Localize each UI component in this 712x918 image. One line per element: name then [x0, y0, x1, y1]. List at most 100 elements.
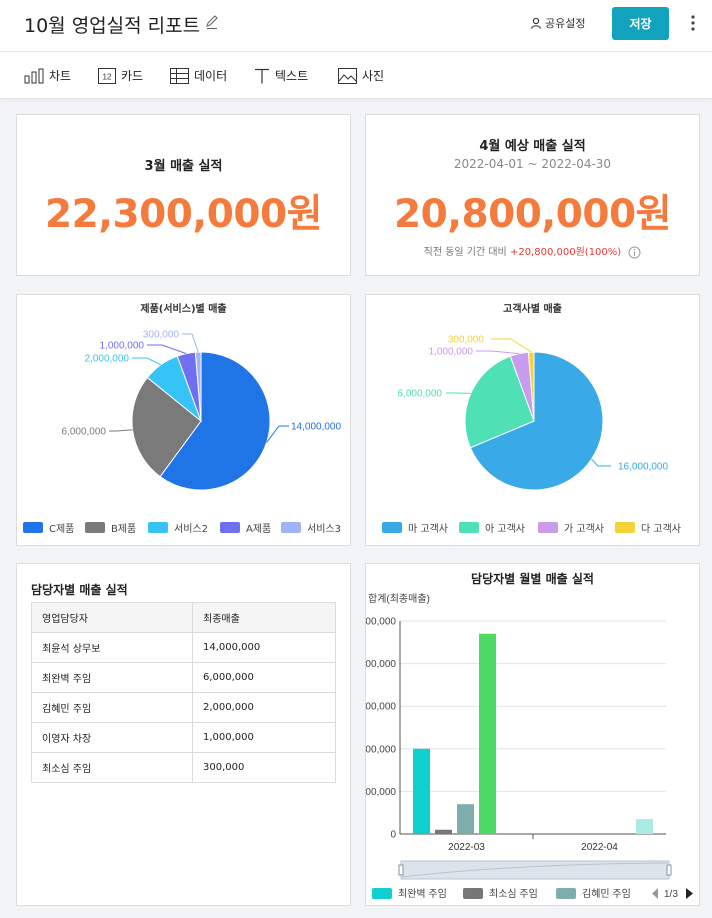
toolbar-photo-label: 사진 [362, 69, 385, 83]
table-row[interactable]: 이영자 차장 1,000,000 [31, 722, 336, 753]
legend-item[interactable]: 가 고객사 [538, 520, 604, 535]
leader-line [591, 458, 611, 467]
sales-value-cell: 14,000,000 [192, 632, 336, 663]
legend-next-icon[interactable] [686, 888, 693, 899]
bar-chart-card-monthly[interactable]: 담당자별 월별 매출 실적 합계(최종매출) ,000,000 ,000,000 ,0… [365, 563, 700, 906]
bar[interactable] [413, 748, 430, 834]
table-card-manager-sales[interactable]: 담당자별 매출 실적 영업담당자 최종매출 최윤석 상무보 14,000,000 최… [16, 563, 351, 906]
toolbar-data[interactable]: 데이터 [170, 67, 227, 84]
kpi-value: 22,300,000원 [44, 192, 323, 237]
legend-item[interactable]: A제품 [220, 520, 271, 535]
legend-swatch[interactable] [372, 888, 392, 899]
data-label: 2,000,000 [85, 354, 130, 365]
leader-line [476, 350, 520, 355]
table-row[interactable]: 최소심 주임 300,000 [31, 752, 336, 783]
pie-slice[interactable] [131, 376, 202, 478]
page-title[interactable]: 10월 영업실적 리포트 [24, 15, 201, 37]
legend-label: 아 고객사 [485, 524, 525, 535]
chart-title: 고객사별 매출 [503, 304, 562, 315]
zoom-handle[interactable] [398, 864, 404, 876]
legend-swatch[interactable] [556, 888, 576, 899]
legend-item[interactable]: 마 고객사 [382, 520, 448, 535]
legend-swatch [23, 522, 43, 533]
zoom-handle[interactable] [666, 864, 672, 876]
legend-swatch [85, 522, 105, 533]
table-row[interactable]: 최윤석 상무보 14,000,000 [31, 632, 336, 663]
pie-chart-card-product[interactable]: 제품(서비스)별 매출 14,000,000 6,000,000 2,000,000… [16, 294, 351, 546]
legend-label: 가 고객사 [564, 524, 604, 535]
legend-prev-icon[interactable] [652, 888, 658, 899]
table-row[interactable]: 김혜민 주임 2,000,000 [31, 692, 336, 723]
toolbar-chart[interactable]: 차트 [24, 67, 71, 84]
legend-item[interactable]: 서비스3 [281, 520, 341, 535]
bar-chart-monthly: 합계(최종매출) ,000,000 ,000,000 ,000,000 ,000,000… [366, 593, 693, 900]
bar[interactable] [435, 829, 452, 834]
save-button[interactable]: 저장 [612, 7, 669, 40]
chart-legend: C제품 B제품 서비스2 A제품 서비스3 [17, 520, 350, 540]
toolbar-data-label: 데이터 [194, 69, 228, 83]
legend-item[interactable]: B제품 [85, 520, 136, 535]
legend-swatch [382, 522, 402, 533]
svg-text:12: 12 [103, 72, 112, 81]
share-label: 공유설정 [545, 17, 586, 30]
bar[interactable] [636, 819, 653, 834]
bar[interactable] [457, 804, 474, 834]
legend-item[interactable]: 아 고객사 [459, 520, 525, 535]
more-options-icon[interactable] [688, 12, 698, 34]
legend-page-indicator: 1/3 [664, 889, 678, 900]
kpi-title: 4월 예상 매출 실적 [479, 139, 586, 154]
toolbar-text-label: 텍스트 [275, 69, 309, 83]
image-icon [338, 67, 357, 84]
toolbar-photo[interactable]: 사진 [338, 67, 384, 84]
edit-pencil-icon[interactable] [205, 14, 219, 30]
info-icon[interactable] [628, 246, 641, 259]
manager-name-cell: 이영자 차장 [31, 722, 193, 753]
legend-label[interactable]: 김혜민 주임 [582, 887, 631, 900]
legend-label[interactable]: 최소심 주임 [489, 887, 538, 900]
legend-swatch [615, 522, 635, 533]
pie-slice[interactable] [194, 351, 202, 422]
pie-chart-card-customer[interactable]: 고객사별 매출 16,000,000 6,000,000 1,000,000 300,… [365, 294, 700, 546]
manager-name-cell: 김혜민 주임 [31, 692, 193, 723]
y-tick-label: 0 [390, 830, 396, 841]
share-settings-button[interactable]: 공유설정 [530, 15, 585, 31]
leader-line [182, 333, 199, 353]
pie-slice[interactable] [464, 355, 535, 449]
kpi-title: 3월 매출 실적 [144, 159, 223, 174]
chart-title: 제품(서비스)별 매출 [140, 304, 227, 315]
pie-slice[interactable] [159, 351, 271, 491]
legend-item[interactable]: C제품 [23, 520, 74, 535]
data-label: 6,000,000 [398, 389, 443, 400]
text-icon [255, 68, 269, 83]
kpi-card-march[interactable]: 3월 매출 실적 22,300,000원 [16, 114, 351, 276]
column-header[interactable]: 영업담당자 [31, 602, 193, 633]
y-axis-label: 합계(최종매출) [368, 593, 430, 605]
kpi-card-april-forecast[interactable]: 4월 예상 매출 실적 2022-04-01 ~ 2022-04-30 20,8… [365, 114, 700, 276]
chart-legend: 마 고객사 아 고객사 가 고객사 다 고객사 [366, 520, 699, 540]
sales-table: 영업담당자 최종매출 최윤석 상무보 14,000,000 최완벽 주임 6,000,… [31, 602, 336, 783]
leader-line [132, 357, 162, 366]
data-label: 14,000,000 [291, 422, 341, 433]
legend-label: 마 고객사 [408, 524, 448, 535]
legend-item[interactable]: 서비스2 [148, 520, 208, 535]
legend-item[interactable]: 다 고객사 [615, 520, 681, 535]
leader-line [109, 429, 133, 432]
legend-swatch [281, 522, 301, 533]
legend-swatch[interactable] [463, 888, 483, 899]
column-header[interactable]: 최종매출 [192, 602, 336, 633]
toolbar-text[interactable]: 텍스트 [254, 67, 308, 84]
legend-label: B제품 [111, 524, 137, 535]
toolbar-chart-label: 차트 [49, 69, 72, 83]
user-icon [530, 17, 542, 29]
toolbar-card[interactable]: 12 카드 [98, 67, 143, 84]
leader-line [266, 425, 289, 443]
comparison-label: 직전 동일 기간 대비 [423, 247, 507, 258]
bar[interactable] [479, 633, 496, 834]
table-row[interactable]: 최완벽 주임 6,000,000 [31, 662, 336, 693]
pie-chart-product: 14,000,000 6,000,000 2,000,000 1,000,000300… [62, 330, 341, 491]
legend-label[interactable]: 최완벽 주임 [398, 887, 447, 900]
insert-toolbar: 차트 12 카드 데이터 텍스트 사진 [0, 52, 712, 99]
data-label: 6,000,000 [62, 427, 107, 438]
chart-title: 담당자별 월별 매출 실적 [471, 572, 594, 586]
